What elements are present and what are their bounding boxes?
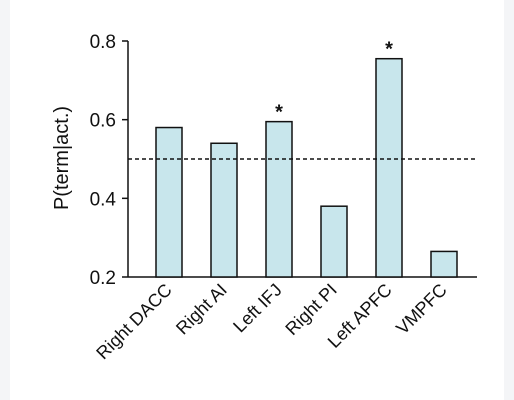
y-tick-label: 0.8: [90, 32, 116, 53]
bars: [155, 57, 458, 278]
bar: [155, 126, 183, 278]
bar: [430, 250, 458, 278]
x-tick-label: Right DACC: [92, 280, 175, 363]
x-tick-label: Left IFJ: [229, 280, 286, 337]
y-tick-label: 0.6: [90, 111, 116, 132]
significance-marker: *: [385, 39, 393, 61]
bar: [320, 205, 348, 278]
annotations: **: [128, 39, 477, 160]
figure-panel: [10, 0, 504, 400]
x-tick-label: Right AI: [172, 280, 231, 339]
bar: [210, 142, 238, 278]
x-tick-label: VMPFC: [392, 280, 451, 339]
bar: [375, 57, 403, 278]
significance-marker: *: [275, 102, 283, 124]
y-tick-label: 0.2: [90, 268, 116, 289]
y-tick-label: 0.4: [90, 189, 117, 210]
y-axis-label: P(term|act.): [51, 106, 73, 210]
bar: [265, 120, 293, 278]
